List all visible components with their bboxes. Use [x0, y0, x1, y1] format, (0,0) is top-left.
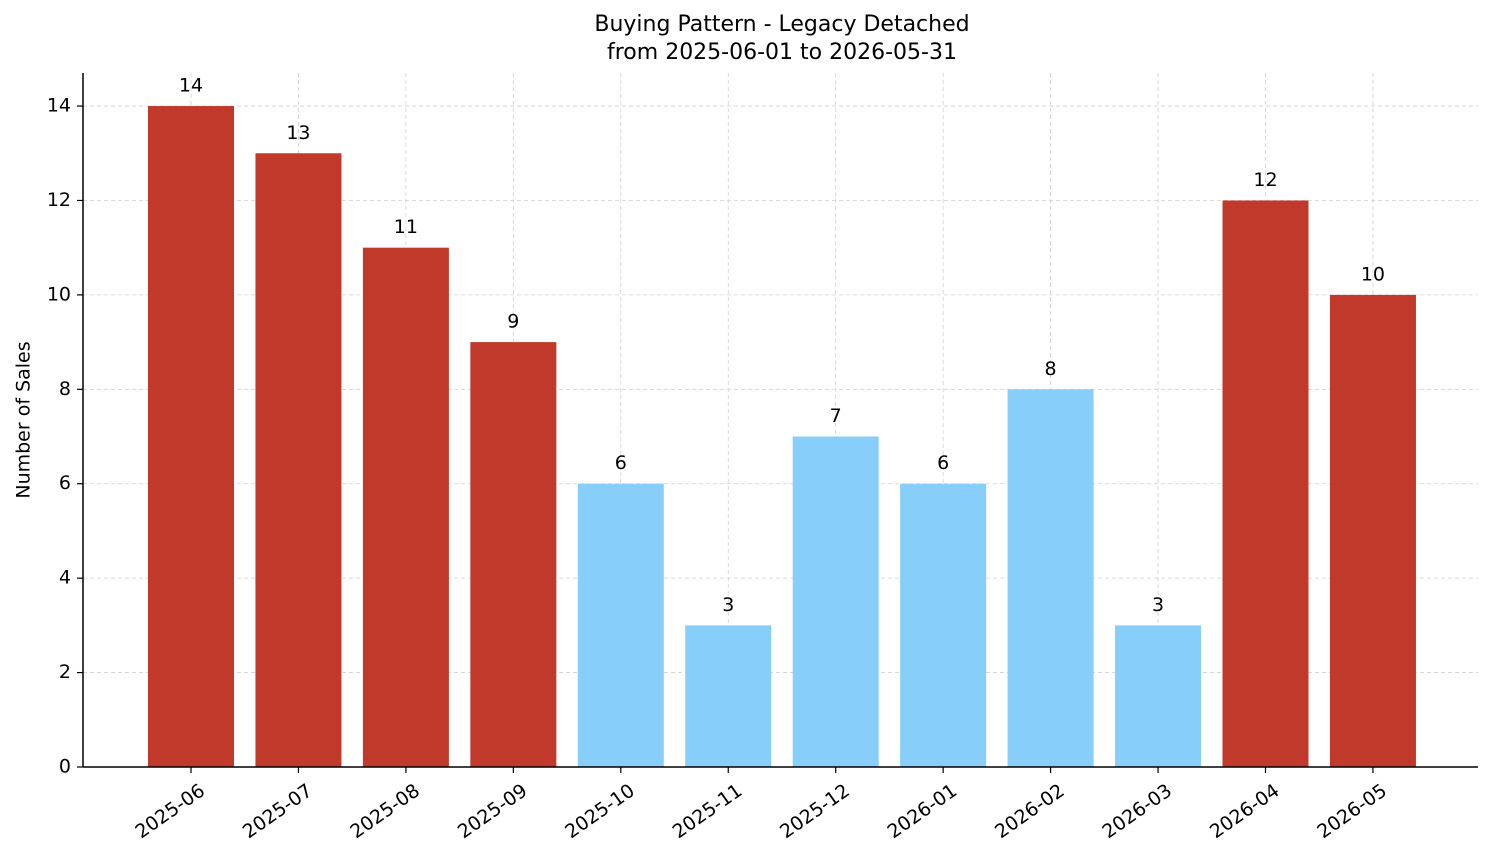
y-tick-label: 0 [59, 756, 71, 778]
x-tick-label: 2025-07 [239, 780, 317, 844]
bar [362, 247, 449, 767]
x-tick-label: 2025-12 [776, 780, 854, 844]
bar [1222, 200, 1309, 768]
bar [1329, 294, 1416, 767]
x-tick-label: 2025-11 [669, 780, 747, 844]
y-tick-label: 2 [59, 661, 71, 683]
value-label: 14 [179, 75, 203, 97]
value-label: 11 [394, 216, 418, 238]
x-tick-label: 2025-10 [561, 780, 639, 844]
bar [792, 436, 879, 767]
y-tick-label: 6 [59, 472, 71, 494]
y-tick-label: 12 [47, 189, 71, 211]
value-label: 8 [1045, 358, 1057, 380]
value-label: 10 [1361, 263, 1385, 285]
x-tick-label: 2025-08 [346, 780, 424, 844]
value-label: 9 [507, 311, 519, 333]
bar [470, 342, 557, 767]
x-tick-label: 2026-05 [1313, 780, 1391, 844]
value-label: 7 [830, 405, 842, 427]
value-label: 13 [286, 122, 310, 144]
value-label: 3 [1152, 594, 1164, 616]
y-tick-label: 10 [47, 283, 71, 305]
x-tick-label: 2026-02 [991, 780, 1069, 844]
x-tick-label: 2025-09 [454, 780, 532, 844]
chart-subtitle: from 2025-06-01 to 2026-05-31 [607, 40, 957, 65]
x-tick-label: 2026-03 [1098, 780, 1176, 844]
bar [900, 483, 987, 767]
x-tick-label: 2026-01 [884, 780, 962, 844]
value-label: 3 [722, 594, 734, 616]
bar [685, 625, 772, 767]
x-tick-label: 2026-04 [1206, 780, 1284, 844]
chart-title: Buying Pattern - Legacy Detached [594, 12, 969, 37]
value-label: 6 [937, 452, 949, 474]
value-label: 12 [1253, 169, 1277, 191]
y-axis-label: Number of Sales [13, 341, 35, 498]
y-tick-label: 8 [59, 378, 71, 400]
y-tick-label: 4 [59, 567, 71, 589]
x-tick-label: 2025-06 [131, 780, 209, 844]
y-tick-label: 14 [47, 95, 71, 117]
bar [255, 153, 342, 768]
bar [148, 106, 234, 768]
bar [1115, 625, 1202, 767]
value-label: 6 [615, 452, 627, 474]
bar [577, 483, 664, 767]
bar [1007, 389, 1094, 767]
